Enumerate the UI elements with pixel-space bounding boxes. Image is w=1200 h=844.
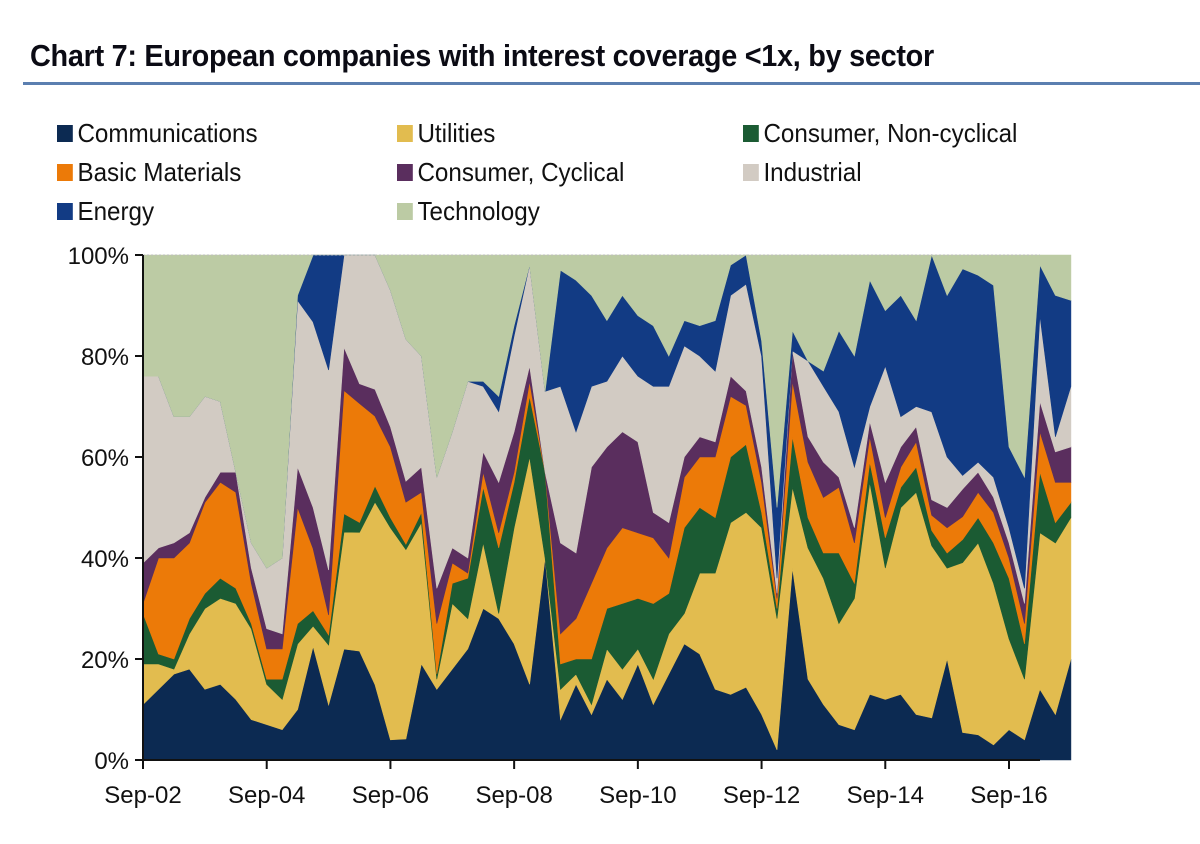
x-tick-label: Sep-08 (475, 782, 552, 809)
legend-swatch-energy (57, 203, 73, 220)
legend-item-consumer-cyclical: Consumer, Cyclical (397, 157, 624, 188)
legend-swatch-utilities (397, 125, 413, 142)
x-tick-label: Sep-04 (228, 782, 305, 809)
x-tick-label: Sep-12 (723, 782, 800, 809)
legend-label-basic-materials: Basic Materials (77, 157, 242, 187)
legend-swatch-consumer-cyclical (397, 164, 413, 181)
x-tick-label: Sep-14 (847, 782, 924, 809)
legend-label-industrial: Industrial (763, 157, 862, 187)
y-tick-label: 100% (68, 243, 129, 270)
y-tick-label: 40% (81, 546, 129, 573)
legend-label-technology: Technology (417, 196, 540, 226)
legend-item-basic-materials: Basic Materials (57, 157, 241, 188)
y-tick-label: 80% (81, 344, 129, 371)
area-technology (142, 253, 1072, 569)
legend-label-consumer-noncyclical: Consumer, Non-cyclical (763, 118, 1018, 148)
x-tick-label: Sep-02 (104, 782, 181, 809)
x-tick-label: Sep-16 (970, 782, 1047, 809)
legend: Communications Utilities Consumer, Non-c… (57, 118, 1157, 238)
legend-label-utilities: Utilities (417, 118, 496, 148)
y-tick-label: 0% (94, 748, 129, 775)
legend-swatch-basic-materials (57, 164, 73, 181)
legend-item-industrial: Industrial (743, 157, 862, 188)
legend-label-communications: Communications (77, 118, 258, 148)
chart-title: Chart 7: European companies with interes… (30, 38, 934, 73)
legend-item-energy: Energy (57, 196, 154, 227)
legend-swatch-communications (57, 125, 73, 142)
legend-label-consumer-cyclical: Consumer, Cyclical (417, 157, 625, 187)
legend-swatch-technology (397, 203, 413, 220)
legend-item-technology: Technology (397, 196, 540, 227)
x-tick-label: Sep-06 (352, 782, 429, 809)
title-rule (23, 82, 1200, 85)
x-tick-label: Sep-10 (599, 782, 676, 809)
legend-item-communications: Communications (57, 118, 258, 149)
axes: 0% 20% 40% 60% 80% 100% Sep-02 Sep-04 Sep-06 Sep-… (68, 243, 1048, 809)
y-tick-label: 20% (81, 647, 129, 674)
y-tick-label: 60% (81, 445, 129, 472)
legend-swatch-industrial (743, 164, 759, 181)
legend-item-consumer-noncyclical: Consumer, Non-cyclical (743, 118, 1017, 149)
legend-item-utilities: Utilities (397, 118, 495, 149)
area-layers (142, 253, 1072, 761)
legend-swatch-consumer-noncyclical (743, 125, 759, 142)
legend-label-energy: Energy (77, 196, 155, 226)
